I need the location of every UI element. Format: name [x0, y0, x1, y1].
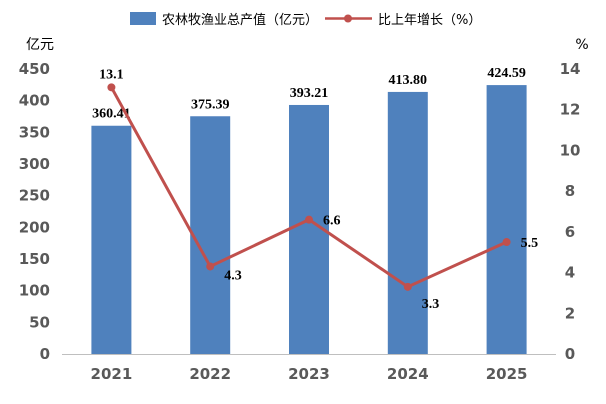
line-value-label: 4.3	[224, 268, 242, 283]
bar	[387, 91, 428, 354]
x-tick-label: 2022	[189, 365, 231, 383]
right-tick-label: 6	[565, 223, 575, 241]
bar	[91, 125, 132, 355]
right-axis-unit: %	[575, 37, 588, 53]
x-tick-label: 2021	[91, 365, 133, 383]
right-tick-label: 4	[565, 264, 575, 282]
bar-value-label: 375.39	[191, 97, 230, 112]
bar	[486, 85, 527, 354]
bar-value-label: 360.41	[92, 107, 131, 122]
left-axis-unit: 亿元	[26, 37, 54, 53]
line-value-label: 5.5	[521, 236, 539, 251]
line-point	[305, 215, 313, 224]
left-tick-label: 250	[19, 187, 50, 205]
bar-value-label: 393.21	[290, 86, 329, 101]
line-point	[107, 83, 116, 92]
right-tick-label: 2	[565, 304, 575, 322]
left-tick-label: 450	[19, 60, 50, 78]
bar-value-label: 413.80	[389, 73, 428, 88]
bar-series: 360.41 375.39 393.21 413.80 424.59	[91, 66, 527, 355]
left-tick-label: 150	[19, 250, 50, 268]
x-tick-label: 2023	[288, 365, 330, 383]
legend: 农林牧渔业总产值（亿元） 比上年增长（%）	[130, 12, 481, 28]
left-axis-ticks: 0 50 100 150 200 250 300 350 400 450	[19, 60, 50, 363]
legend-line-marker	[344, 14, 352, 23]
left-tick-label: 200	[19, 218, 50, 236]
left-tick-label: 400	[19, 92, 50, 110]
x-axis: 2021 2022 2023 2024 2025	[62, 354, 556, 383]
left-tick-label: 50	[29, 313, 50, 331]
right-tick-label: 12	[560, 101, 581, 119]
legend-bar-swatch	[130, 12, 156, 25]
bar-value-label: 424.59	[487, 66, 526, 81]
right-tick-label: 8	[565, 182, 575, 200]
legend-line-label: 比上年增长（%）	[378, 13, 481, 28]
line-value-label: 6.6	[323, 214, 341, 229]
right-tick-label: 0	[565, 345, 575, 363]
line-point	[403, 282, 412, 291]
line-value-label: 13.1	[99, 67, 124, 82]
line-point	[502, 238, 511, 247]
line-series: 13.1 4.3 6.6 3.3 5.5	[99, 67, 538, 312]
line-point	[206, 262, 215, 271]
left-tick-label: 0	[40, 345, 50, 363]
left-tick-label: 100	[19, 282, 50, 300]
right-tick-label: 14	[560, 60, 581, 78]
right-tick-label: 10	[560, 141, 581, 159]
left-tick-label: 350	[19, 123, 50, 141]
x-tick-label: 2024	[387, 365, 429, 383]
line-value-label: 3.3	[422, 297, 440, 312]
right-axis-ticks: 0 2 4 6 8 10 12 14	[560, 60, 581, 363]
x-tick-label: 2025	[486, 365, 528, 383]
bar	[190, 116, 231, 355]
legend-bar-label: 农林牧渔业总产值（亿元）	[162, 12, 318, 28]
left-tick-label: 300	[19, 155, 50, 173]
